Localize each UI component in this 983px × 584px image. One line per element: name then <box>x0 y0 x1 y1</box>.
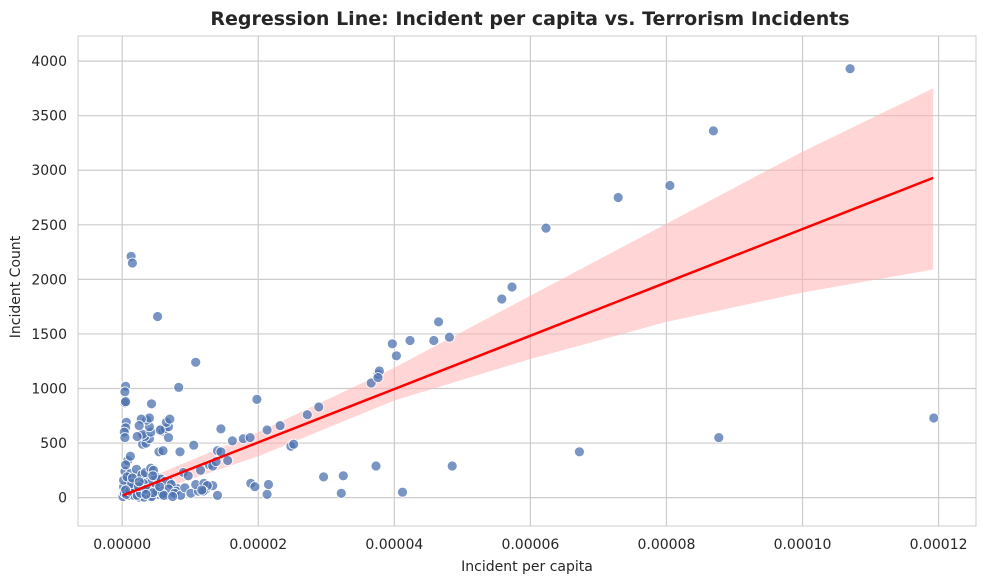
data-point <box>146 398 157 410</box>
data-point <box>152 311 164 322</box>
y-tick-label: 2500 <box>31 218 67 234</box>
data-point <box>126 257 138 269</box>
x-axis-label: Incident per capita <box>461 559 593 575</box>
plot-frame <box>77 35 977 527</box>
data-point <box>288 438 300 450</box>
data-point <box>147 470 159 482</box>
y-axis-label: Incident Count <box>8 235 24 338</box>
data-point <box>154 424 166 436</box>
y-tick-label: 3000 <box>31 163 67 179</box>
data-point <box>163 432 174 444</box>
data-point <box>274 420 286 432</box>
data-point <box>928 412 940 424</box>
data-point <box>496 293 508 305</box>
x-tick-label: 0.00012 <box>910 537 968 553</box>
data-point <box>372 372 384 384</box>
data-point <box>574 446 585 458</box>
data-point <box>446 460 458 472</box>
x-tick-label: 0.00010 <box>774 537 832 553</box>
data-point <box>261 488 273 500</box>
data-point <box>708 125 719 137</box>
x-tick-label: 0.00006 <box>501 537 559 553</box>
data-point <box>119 432 131 444</box>
data-point <box>133 420 145 432</box>
data-point <box>301 409 313 421</box>
x-tick-label: 0.00008 <box>638 537 696 553</box>
data-point <box>428 335 440 346</box>
data-point <box>443 331 455 343</box>
scatter-points <box>117 63 940 503</box>
tick-labels: 0.00000 0.00002 0.00004 0.00006 0.00008 0.000… <box>31 54 967 553</box>
data-point <box>664 180 676 191</box>
data-point <box>249 481 261 493</box>
data-point <box>196 484 208 496</box>
data-point <box>188 439 200 451</box>
y-tick-label: 1000 <box>31 381 67 397</box>
data-point <box>157 445 169 457</box>
data-point <box>844 63 856 75</box>
x-tick-label: 0.00000 <box>93 537 151 553</box>
data-point <box>370 460 382 472</box>
data-point <box>133 476 145 488</box>
data-point <box>404 335 416 346</box>
data-point <box>244 432 256 444</box>
confidence-band <box>122 88 934 503</box>
data-point <box>261 424 273 436</box>
y-tick-label: 4000 <box>31 54 67 70</box>
data-point <box>318 471 330 483</box>
data-point <box>506 281 518 293</box>
data-point <box>612 192 624 203</box>
data-point <box>131 431 143 442</box>
confidence-band-group <box>122 88 934 503</box>
data-point <box>124 450 136 462</box>
x-tick-label: 0.00004 <box>365 537 423 553</box>
y-tick-label: 1500 <box>31 327 67 343</box>
regression-line <box>122 176 934 497</box>
data-point <box>164 413 176 425</box>
data-point <box>540 222 552 234</box>
data-point <box>173 381 185 393</box>
data-point <box>335 487 347 499</box>
data-point <box>174 446 186 458</box>
data-point <box>313 401 325 413</box>
y-tick-label: 500 <box>40 436 67 452</box>
data-point <box>167 491 179 502</box>
data-point <box>215 423 227 435</box>
data-point <box>251 393 263 405</box>
data-point <box>120 459 131 471</box>
data-point <box>713 432 725 444</box>
y-tick-label: 3500 <box>31 109 67 125</box>
data-point <box>119 386 131 398</box>
data-point <box>226 435 238 447</box>
regression-line-group <box>122 176 934 497</box>
x-tick-label: 0.00002 <box>229 537 287 553</box>
data-point <box>397 486 408 498</box>
data-point <box>337 470 349 482</box>
y-tick-label: 0 <box>58 491 67 507</box>
data-point <box>120 396 131 408</box>
data-point <box>263 479 274 490</box>
data-point <box>140 488 152 500</box>
chart-title: Regression Line: Incident per capita vs.… <box>210 8 849 30</box>
data-point <box>212 489 223 501</box>
data-point <box>433 316 445 328</box>
data-point <box>390 350 402 362</box>
y-tick-label: 2000 <box>31 272 67 288</box>
data-point <box>386 338 398 350</box>
data-point <box>190 356 202 368</box>
